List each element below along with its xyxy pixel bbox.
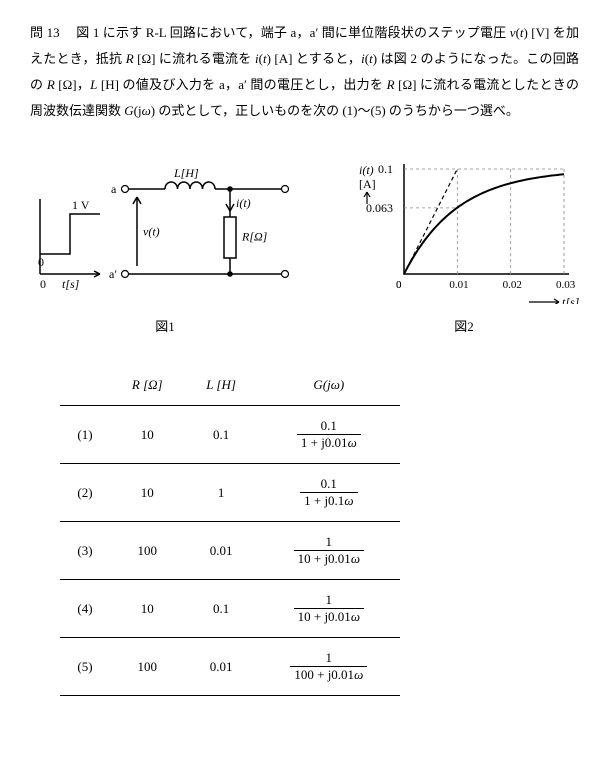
svg-text:0: 0 <box>396 279 402 291</box>
row-number: (5) <box>60 638 110 696</box>
row-R: 10 <box>110 580 185 638</box>
table-row: (2)1010.11 + j0.1ω <box>60 464 400 522</box>
table-row: (1)100.10.11 + j0.01ω <box>60 406 400 464</box>
figure-1-svg: 1 V 0 t[s] 0 a a′ v(t) L[H] i(t) R[Ω] <box>30 144 300 304</box>
svg-text:0.01: 0.01 <box>449 279 468 291</box>
figure-2-block: i(t)[A]0.10.06300.010.020.03t[s]0 図2 <box>349 144 579 335</box>
table-header-blank <box>60 365 110 406</box>
row-number: (3) <box>60 522 110 580</box>
svg-text:0.02: 0.02 <box>503 279 522 291</box>
svg-text:0: 0 <box>38 255 44 269</box>
problem-statement: 問 13 図 1 に示す R-L 回路において，端子 a，a′ 間に単位階段状の… <box>30 20 579 124</box>
row-L: 0.01 <box>185 522 258 580</box>
table-header-row: R [Ω] L [H] G(jω) <box>60 365 400 406</box>
row-R: 100 <box>110 522 185 580</box>
svg-text:a: a <box>111 182 117 196</box>
table-header-L: L [H] <box>185 365 258 406</box>
svg-text:[A]: [A] <box>359 177 376 191</box>
row-G: 0.11 + j0.01ω <box>258 406 400 464</box>
row-R: 10 <box>110 464 185 522</box>
problem-number: 問 13 <box>30 25 60 40</box>
svg-text:R[Ω]: R[Ω] <box>241 230 268 244</box>
svg-text:0.1: 0.1 <box>378 162 393 176</box>
table-header-G: G(jω) <box>258 365 400 406</box>
svg-text:1 V: 1 V <box>72 198 90 212</box>
svg-text:0.063: 0.063 <box>366 201 393 215</box>
svg-text:v(t): v(t) <box>143 225 160 239</box>
row-G: 0.11 + j0.1ω <box>258 464 400 522</box>
table-row: (4)100.1110 + j0.01ω <box>60 580 400 638</box>
table-header-R: R [Ω] <box>110 365 185 406</box>
figure-2-svg: i(t)[A]0.10.06300.010.020.03t[s]0 <box>349 144 579 304</box>
svg-text:i(t): i(t) <box>359 163 374 177</box>
svg-text:t[s]: t[s] <box>62 277 80 291</box>
row-L: 0.1 <box>185 406 258 464</box>
svg-text:i(t): i(t) <box>236 196 251 210</box>
row-G: 110 + j0.01ω <box>258 580 400 638</box>
svg-text:0.03: 0.03 <box>556 279 576 291</box>
row-number: (4) <box>60 580 110 638</box>
figure-2-label: 図2 <box>349 316 579 335</box>
svg-text:t[s]: t[s] <box>562 295 579 304</box>
figure-1-label: 図1 <box>30 316 300 335</box>
svg-text:0: 0 <box>40 277 46 291</box>
row-L: 0.01 <box>185 638 258 696</box>
row-R: 10 <box>110 406 185 464</box>
figure-1-block: 1 V 0 t[s] 0 a a′ v(t) L[H] i(t) R[Ω] 図1 <box>30 144 300 335</box>
problem-body: 図 1 に示す R-L 回路において，端子 a，a′ 間に単位階段状のステップ電… <box>30 25 579 118</box>
row-R: 100 <box>110 638 185 696</box>
svg-text:L[H]: L[H] <box>173 166 199 180</box>
row-number: (1) <box>60 406 110 464</box>
table-row: (3)1000.01110 + j0.01ω <box>60 522 400 580</box>
row-L: 0.1 <box>185 580 258 638</box>
figures-row: 1 V0t[s]0aa′v(t)L[H]i(t)R[Ω] 図1 i(t)[A]0… <box>30 144 579 335</box>
svg-text:a′: a′ <box>109 267 117 281</box>
row-G: 1100 + j0.01ω <box>258 638 400 696</box>
row-G: 110 + j0.01ω <box>258 522 400 580</box>
table-row: (5)1000.011100 + j0.01ω <box>60 638 400 696</box>
answer-table: R [Ω] L [H] G(jω) (1)100.10.11 + j0.01ω(… <box>60 365 400 696</box>
row-L: 1 <box>185 464 258 522</box>
row-number: (2) <box>60 464 110 522</box>
